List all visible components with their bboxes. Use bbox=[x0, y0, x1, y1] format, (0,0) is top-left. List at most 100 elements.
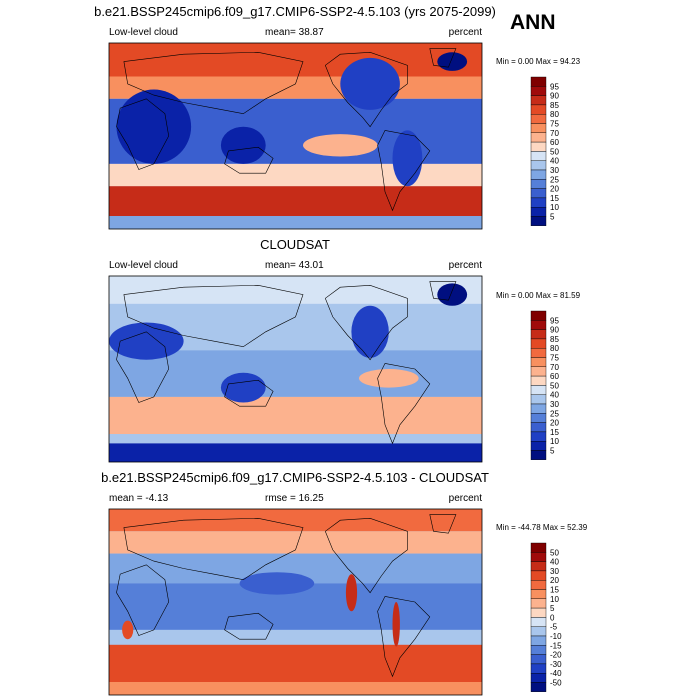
field-band bbox=[109, 276, 482, 304]
colorbar-box bbox=[530, 188, 547, 199]
colorbar-tick-label: -50 bbox=[550, 679, 562, 688]
colorbar-tick-label: 15 bbox=[550, 428, 559, 437]
colorbar-tick-label: 90 bbox=[550, 326, 559, 335]
colorbar-tick-label: 95 bbox=[550, 82, 559, 91]
colorbar-tick-label: 10 bbox=[550, 595, 559, 604]
panel-obs: CLOUDSAT Low-level cloud mean= 43.01 per… bbox=[108, 237, 581, 463]
colorbar-box bbox=[530, 431, 547, 442]
colorbar-tick-label: 25 bbox=[550, 175, 559, 184]
units-label: percent bbox=[449, 493, 483, 504]
colorbar-tick-label: 50 bbox=[550, 381, 559, 390]
colorbar-tick-label: 40 bbox=[550, 391, 559, 400]
colorbar-box bbox=[530, 663, 547, 674]
colorbar-tick-label: 40 bbox=[550, 558, 559, 567]
field-region bbox=[359, 369, 419, 388]
colorbar-tick-label: 60 bbox=[550, 372, 559, 381]
panel-model: b.e21.BSSP245cmip6.f09_g17.CMIP6-SSP2-4.… bbox=[94, 4, 581, 230]
field-band bbox=[109, 186, 482, 216]
panel-title: b.e21.BSSP245cmip6.f09_g17.CMIP6-SSP2-4.… bbox=[94, 4, 496, 19]
panel-title: b.e21.BSSP245cmip6.f09_g17.CMIP6-SSP2-4.… bbox=[101, 470, 489, 485]
colorbar-box bbox=[530, 607, 547, 618]
colorbar-tick-label: 15 bbox=[550, 586, 559, 595]
rmse-label: rmse = 16.25 bbox=[265, 493, 324, 504]
colorbar-box bbox=[530, 673, 547, 683]
field-region bbox=[220, 126, 266, 164]
field-band bbox=[109, 396, 482, 435]
colorbar-box bbox=[530, 320, 547, 330]
variable-label: Low-level cloud bbox=[109, 260, 178, 271]
coastline bbox=[377, 363, 431, 445]
colorbar-tick-label: 95 bbox=[550, 316, 559, 325]
coastline bbox=[224, 612, 274, 640]
coastline bbox=[116, 564, 170, 636]
panel-title: CLOUDSAT bbox=[260, 237, 330, 252]
coastline bbox=[224, 146, 274, 174]
field-band bbox=[109, 509, 482, 532]
colorbar-box bbox=[530, 626, 547, 637]
colorbar-box bbox=[530, 113, 547, 124]
field-band bbox=[109, 682, 482, 695]
colorbar-box bbox=[530, 552, 547, 562]
colorbar-box bbox=[530, 403, 547, 414]
colorbar-box bbox=[530, 450, 547, 461]
colorbar-tick-label: 80 bbox=[550, 344, 559, 353]
colorbar-box bbox=[530, 206, 547, 217]
colorbar-tick-label: -20 bbox=[550, 651, 562, 660]
mean-label: mean= 43.01 bbox=[265, 260, 324, 271]
colorbar-tick-label: 50 bbox=[550, 147, 559, 156]
colorbar-tick-label: 10 bbox=[550, 437, 559, 446]
panel-diff: b.e21.BSSP245cmip6.f09_g17.CMIP6-SSP2-4.… bbox=[101, 470, 588, 696]
colorbar-tick-label: 60 bbox=[550, 138, 559, 147]
colorbar-tick-label: 70 bbox=[550, 129, 559, 138]
colorbar-box bbox=[530, 310, 547, 321]
colorbar-box bbox=[530, 216, 547, 227]
minmax-label: Min = 0.00 Max = 81.59 bbox=[496, 291, 581, 300]
field-region bbox=[392, 602, 400, 647]
colorbar-tick-label: 5 bbox=[550, 213, 555, 222]
diff-mean-label: mean = -4.13 bbox=[109, 493, 169, 504]
colorbar-tick-label: -30 bbox=[550, 660, 562, 669]
field-band bbox=[109, 216, 482, 229]
colorbar-box bbox=[530, 422, 547, 433]
field-region bbox=[116, 89, 192, 164]
field-region bbox=[437, 283, 468, 306]
map-field bbox=[109, 276, 482, 462]
field-band bbox=[109, 531, 482, 554]
colorbar-tick-label: 30 bbox=[550, 166, 559, 175]
colorbar-tick-label: 40 bbox=[550, 157, 559, 166]
coastline bbox=[377, 130, 431, 212]
colorbar-tick-label: 25 bbox=[550, 409, 559, 418]
colorbar-box bbox=[530, 123, 547, 134]
colorbar-tick-label: 50 bbox=[550, 548, 559, 557]
coastline bbox=[324, 517, 408, 594]
colorbar-box bbox=[530, 160, 547, 171]
colorbar-box bbox=[530, 366, 547, 377]
colorbar-box bbox=[530, 635, 547, 646]
coastline bbox=[224, 379, 274, 407]
colorbar-box bbox=[530, 357, 547, 368]
colorbar-box bbox=[530, 329, 547, 340]
colorbar-box bbox=[530, 179, 547, 189]
colorbar-tick-label: 10 bbox=[550, 203, 559, 212]
field-region bbox=[345, 574, 358, 612]
field-region bbox=[437, 52, 468, 71]
colorbar-tick-label: 85 bbox=[550, 335, 559, 344]
colorbar-tick-label: -10 bbox=[550, 632, 562, 641]
colorbar-tick-label: 20 bbox=[550, 419, 559, 428]
minmax-label: Min = -44.78 Max = 52.39 bbox=[496, 523, 588, 532]
season-label: ANN bbox=[510, 11, 556, 34]
coastline bbox=[116, 98, 170, 170]
map-field bbox=[109, 509, 482, 695]
colorbar-tick-label: 75 bbox=[550, 120, 559, 129]
colorbar-tick-label: 75 bbox=[550, 354, 559, 363]
field-region bbox=[303, 134, 378, 157]
colorbar-tick-label: -5 bbox=[550, 623, 558, 632]
colorbar-box bbox=[530, 394, 547, 405]
colorbar-box bbox=[530, 151, 547, 161]
colorbar-box bbox=[530, 348, 547, 358]
colorbar-box bbox=[530, 385, 547, 395]
colorbar-tick-label: 5 bbox=[550, 604, 555, 613]
colorbar-box bbox=[530, 598, 547, 609]
